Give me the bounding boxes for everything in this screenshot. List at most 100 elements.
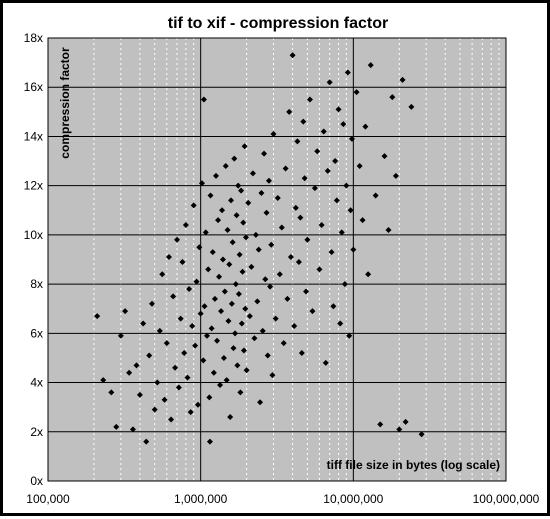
- data-point: [168, 416, 175, 423]
- data-point: [280, 340, 287, 347]
- data-point: [289, 52, 296, 59]
- data-point: [198, 180, 205, 187]
- data-point: [408, 103, 415, 110]
- data-point: [320, 128, 327, 135]
- data-point: [294, 138, 301, 145]
- data-point: [332, 158, 339, 165]
- data-point: [187, 409, 194, 416]
- data-point: [392, 172, 399, 179]
- y-tick-label: 2x: [30, 425, 43, 439]
- y-tick-label: 0x: [30, 474, 43, 488]
- data-point: [228, 300, 235, 307]
- y-tick-label: 8x: [30, 277, 43, 291]
- data-point: [399, 76, 406, 83]
- data-point: [292, 204, 299, 211]
- data-point: [301, 175, 308, 182]
- data-point: [264, 352, 271, 359]
- x-tick-label: 100,000,000: [473, 492, 540, 506]
- data-point: [224, 226, 231, 233]
- data-point: [235, 182, 242, 189]
- data-point: [226, 261, 233, 268]
- data-point: [217, 382, 224, 389]
- data-point: [259, 327, 266, 334]
- data-point: [344, 69, 351, 76]
- data-point: [268, 241, 275, 248]
- data-point: [230, 345, 237, 352]
- data-point: [172, 364, 179, 371]
- data-points: [94, 52, 425, 445]
- y-tick-label: 16x: [24, 80, 43, 94]
- data-point: [251, 335, 258, 342]
- data-point: [122, 308, 129, 315]
- chart-title: tif to xif - compression factor: [168, 15, 388, 32]
- data-point: [154, 379, 161, 386]
- plot-border: [47, 37, 507, 482]
- data-point: [249, 170, 256, 177]
- data-point: [359, 217, 366, 224]
- data-point: [236, 251, 243, 258]
- data-point: [348, 135, 355, 142]
- data-point: [197, 310, 204, 317]
- data-point: [136, 391, 143, 398]
- data-point: [269, 372, 276, 379]
- data-point: [94, 313, 101, 320]
- data-point: [161, 396, 168, 403]
- data-point: [298, 350, 305, 357]
- data-point: [202, 229, 209, 236]
- data-point: [263, 209, 270, 216]
- data-point: [235, 290, 242, 297]
- data-point: [239, 268, 246, 275]
- data-point: [238, 320, 245, 327]
- data-point: [241, 143, 248, 150]
- data-point: [175, 384, 182, 391]
- y-tick-label: 12x: [24, 179, 43, 193]
- y-tick-label: 4x: [30, 376, 43, 390]
- data-point: [326, 79, 333, 86]
- data-point: [100, 377, 107, 384]
- data-point: [182, 222, 189, 229]
- data-point: [314, 148, 321, 155]
- data-point: [227, 197, 234, 204]
- data-point: [222, 162, 229, 169]
- data-point: [284, 295, 291, 302]
- data-point: [304, 236, 311, 243]
- data-point: [347, 207, 354, 214]
- data-point: [318, 222, 325, 229]
- data-point: [181, 350, 188, 357]
- data-point: [337, 320, 344, 327]
- data-point: [418, 431, 425, 438]
- data-point: [184, 374, 191, 381]
- data-point: [346, 332, 353, 339]
- data-point: [396, 426, 403, 433]
- data-point: [227, 414, 234, 421]
- y-axis-ticks: 0x 2x 4x 6x 8x 10x 12x 14x 16x 18x: [24, 31, 43, 488]
- data-point: [254, 298, 261, 305]
- data-point: [243, 367, 250, 374]
- x-tick-label: 10,000,000: [323, 492, 383, 506]
- data-point: [170, 293, 177, 300]
- data-point: [201, 303, 208, 310]
- data-point: [362, 123, 369, 130]
- data-point: [133, 362, 140, 369]
- data-point: [272, 315, 279, 322]
- data-point: [146, 352, 153, 359]
- data-point: [113, 423, 120, 430]
- data-point: [311, 185, 318, 192]
- data-point: [242, 234, 249, 241]
- data-point: [232, 330, 239, 337]
- data-point: [322, 359, 329, 366]
- data-point: [206, 394, 213, 401]
- data-point: [117, 332, 124, 339]
- data-point: [300, 118, 307, 125]
- data-point: [211, 295, 218, 302]
- data-point: [206, 438, 213, 445]
- y-tick-label: 10x: [24, 228, 43, 242]
- data-point: [205, 266, 212, 273]
- data-point: [270, 130, 277, 137]
- data-point: [261, 150, 268, 157]
- data-point: [149, 300, 156, 307]
- data-point: [210, 369, 217, 376]
- data-point: [385, 226, 392, 233]
- data-point: [232, 281, 239, 288]
- x-axis-label: tiff file size in bytes (log scale): [327, 458, 500, 472]
